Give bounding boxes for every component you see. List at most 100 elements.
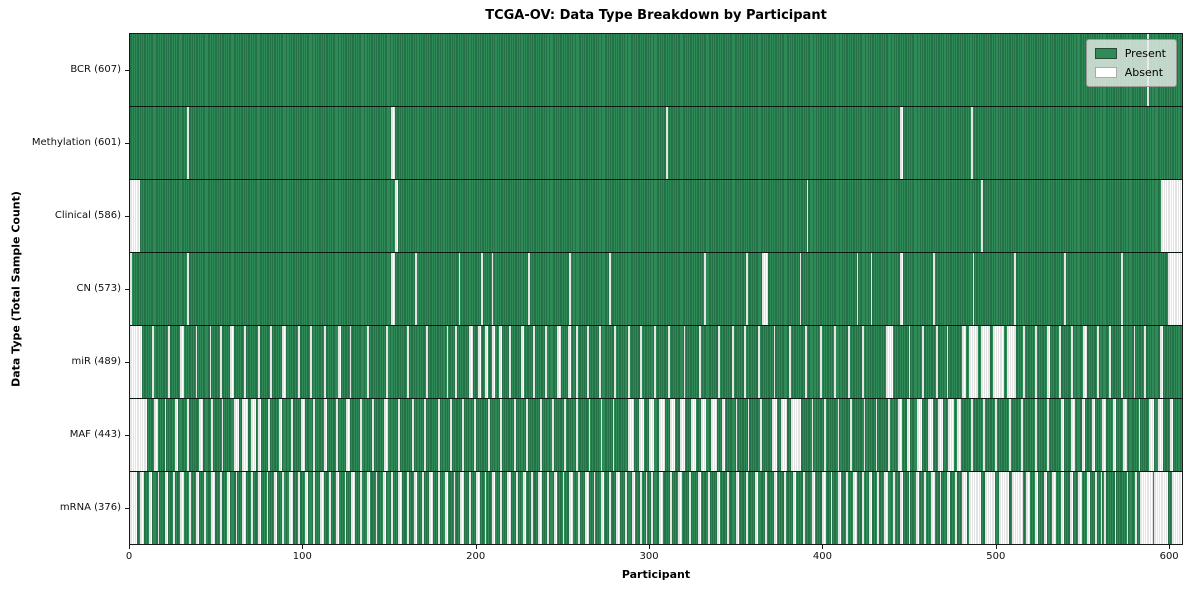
plot-area: Present Absent: [129, 33, 1183, 545]
absent-segment: [476, 472, 480, 544]
absent-segment: [412, 399, 414, 471]
absent-segment: [1034, 472, 1039, 544]
absent-segment: [242, 399, 248, 471]
x-tick-mark: [475, 545, 477, 549]
absent-segment: [251, 472, 253, 544]
absent-segment: [469, 326, 473, 398]
absent-segment: [669, 472, 672, 544]
absent-segment: [884, 472, 888, 544]
absent-segment: [699, 326, 701, 398]
absent-segment: [282, 472, 284, 544]
absent-segment: [1157, 399, 1163, 471]
y-tick-mark: [125, 69, 129, 71]
absent-segment: [593, 472, 596, 544]
absent-segment: [666, 107, 669, 179]
absent-segment: [962, 326, 966, 398]
absent-segment: [211, 399, 214, 471]
absent-segment: [140, 472, 144, 544]
x-tick-label: 0: [125, 551, 133, 562]
absent-segment: [1060, 399, 1065, 471]
absent-segment: [735, 472, 740, 544]
absent-segment: [649, 399, 655, 471]
absent-segment: [704, 253, 707, 325]
absent-segment: [251, 399, 257, 471]
y-tick-label-BCR: BCR (607): [70, 63, 121, 75]
x-tick-label: 600: [1159, 551, 1179, 562]
absent-segment: [394, 180, 399, 252]
absent-segment: [569, 472, 573, 544]
absent-segment: [726, 472, 729, 544]
absent-segment: [624, 472, 627, 544]
y-tick-mark: [125, 362, 129, 364]
absent-segment: [877, 472, 880, 544]
absent-segment: [444, 472, 449, 544]
absent-segment: [931, 472, 935, 544]
absent-segment: [946, 326, 949, 398]
absent-segment: [1083, 326, 1087, 398]
absent-segment: [984, 472, 996, 544]
absent-segment: [1154, 472, 1169, 544]
absent-segment: [1169, 399, 1174, 471]
absent-segment: [297, 326, 300, 398]
absent-segment: [349, 326, 352, 398]
absent-segment: [645, 472, 648, 544]
absent-segment: [600, 472, 605, 544]
absent-segment: [337, 326, 342, 398]
absent-segment: [585, 472, 589, 544]
absent-segment: [1114, 472, 1117, 544]
absent-segment: [915, 472, 919, 544]
absent-segment: [1069, 472, 1073, 544]
absent-segment: [406, 326, 409, 398]
rows-container: [130, 34, 1182, 544]
absent-segment: [759, 399, 762, 471]
absent-segment: [1043, 472, 1048, 544]
absent-segment: [962, 472, 968, 544]
absent-segment: [887, 399, 890, 471]
absent-segment: [856, 253, 859, 325]
absent-segment: [557, 326, 561, 398]
absent-segment: [313, 472, 316, 544]
absent-segment: [545, 326, 547, 398]
absent-segment: [546, 472, 549, 544]
absent-segment: [187, 107, 189, 179]
absent-segment: [1135, 472, 1137, 544]
absent-segment: [863, 399, 866, 471]
x-tick-mark: [1169, 545, 1171, 549]
absent-segment: [598, 326, 601, 398]
absent-segment: [576, 399, 579, 471]
absent-segment: [458, 253, 461, 325]
absent-segment: [1078, 472, 1082, 544]
absent-segment: [899, 107, 904, 179]
absent-segment: [846, 472, 849, 544]
row-MAF: [130, 399, 1182, 472]
absent-segment: [586, 326, 589, 398]
absent-segment: [683, 326, 686, 398]
legend-entry-absent: Absent: [1094, 66, 1166, 79]
absent-segment: [640, 472, 643, 544]
absent-segment: [969, 472, 982, 544]
absent-segment: [446, 326, 449, 398]
y-tick-mark: [125, 215, 129, 217]
y-tick-label-CN: CN (573): [76, 283, 121, 294]
absent-segment: [1121, 253, 1124, 325]
legend-swatch-absent: [1094, 67, 1117, 78]
absent-segment: [697, 472, 701, 544]
absent-segment: [515, 472, 518, 544]
absent-segment: [498, 326, 502, 398]
x-tick-mark: [649, 545, 651, 549]
x-tick-mark: [995, 545, 997, 549]
y-tick-label-mRNA: mRNA (376): [59, 502, 121, 514]
absent-segment: [391, 107, 395, 179]
absent-segment: [282, 326, 286, 398]
legend-swatch-present: [1094, 48, 1117, 59]
absent-segment: [173, 472, 175, 544]
absent-segment: [273, 472, 278, 544]
absent-segment: [955, 472, 958, 544]
absent-segment: [1171, 472, 1182, 544]
absent-segment: [278, 399, 283, 471]
x-tick-mark: [822, 545, 824, 549]
absent-segment: [861, 326, 864, 398]
absent-segment: [1086, 472, 1091, 544]
absent-segment: [553, 472, 558, 544]
